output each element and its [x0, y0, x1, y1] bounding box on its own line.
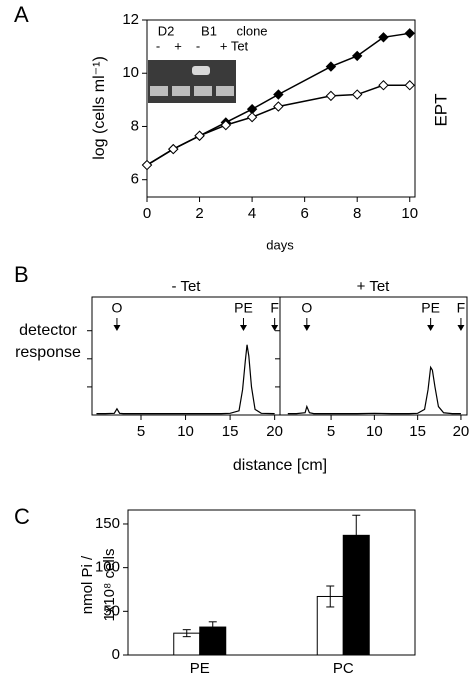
gel-lower-band — [216, 86, 234, 96]
y-tick-label: 150 — [95, 515, 120, 532]
x-tick-label: PC — [333, 660, 354, 677]
peak-arrowhead — [457, 325, 465, 331]
x-tick-label: 10 — [366, 423, 383, 440]
inset-label: + Tet — [220, 38, 249, 53]
diamond-marker — [325, 61, 337, 72]
gel-lower-band — [150, 86, 168, 96]
diamond-marker — [325, 90, 337, 102]
x-tick-label: 0 — [143, 205, 151, 222]
inset-label: - — [196, 38, 200, 53]
plot-frame — [146, 19, 416, 198]
x-tick-label: 15 — [409, 423, 426, 440]
diamond-marker — [246, 111, 258, 123]
gel-image — [148, 60, 236, 103]
y-tick-label: 100 — [95, 559, 120, 576]
inset-label: D2 — [158, 23, 175, 38]
diamond-marker — [273, 89, 284, 100]
panel-title: - Tet — [172, 278, 202, 295]
x-tick-label: 6 — [300, 205, 308, 222]
x-tick-label: 20 — [266, 423, 283, 440]
series-line — [96, 344, 275, 415]
y-axis-label: response — [15, 344, 81, 361]
peak-label: PE — [234, 300, 253, 316]
panel-label: C — [14, 504, 30, 529]
panel-label: A — [14, 2, 29, 27]
peak-label: O — [112, 300, 123, 316]
plot-frame — [127, 509, 416, 656]
diamond-marker — [404, 28, 415, 39]
x-tick-label: 20 — [453, 423, 470, 440]
x-tick-label: 10 — [401, 205, 418, 222]
inset-label: - — [156, 38, 160, 53]
diamond-marker — [351, 89, 363, 100]
x-tick-label: 5 — [137, 423, 145, 440]
x-tick-label: 5 — [327, 423, 335, 440]
diamond-marker — [351, 50, 363, 62]
y-tick-label: 8 — [131, 117, 139, 134]
gel-lower-band — [172, 86, 190, 96]
peak-arrowhead — [239, 325, 247, 331]
x-tick-label: 8 — [353, 205, 361, 222]
diamond-marker — [378, 32, 389, 43]
panel-label: B — [14, 262, 29, 287]
peak-arrowhead — [113, 325, 121, 331]
y-axis-label: nmol Pi / — [79, 555, 96, 614]
diamond-marker — [273, 101, 284, 112]
diamond-marker — [220, 119, 232, 131]
diamond-marker — [404, 80, 415, 91]
y-axis-label: log (cells ml⁻¹) — [91, 56, 108, 160]
peak-arrowhead — [427, 325, 435, 331]
peak-label: F — [270, 300, 279, 316]
series-line — [146, 84, 410, 166]
inset-label: clone — [236, 23, 267, 38]
diamond-marker — [194, 130, 205, 141]
inset-label: B1 — [201, 23, 217, 38]
y-axis-label: 1x10⁸ cells — [101, 548, 118, 621]
peak-arrowhead — [271, 325, 279, 331]
y-tick-label: 0 — [112, 646, 120, 663]
x-tick-label: 15 — [222, 423, 239, 440]
y-axis-label: detector — [19, 322, 77, 339]
y-tick-label: 12 — [122, 11, 139, 28]
diamond-marker — [378, 80, 389, 91]
y-tick-label: 50 — [103, 602, 120, 619]
x-tick-label: 4 — [248, 205, 256, 222]
x-tick-label: PE — [190, 660, 210, 677]
panel-title: + Tet — [357, 278, 390, 295]
x-tick-label: 2 — [195, 205, 203, 222]
side-label: EPT — [431, 93, 450, 126]
inset-label: + — [174, 38, 182, 53]
peak-label: O — [301, 300, 312, 316]
y-tick-label: 10 — [122, 64, 139, 81]
gel-band — [192, 66, 210, 75]
gel-lower-band — [194, 86, 212, 96]
peak-label: PE — [421, 300, 440, 316]
diamond-marker — [141, 159, 153, 171]
y-tick-label: 6 — [131, 171, 139, 188]
x-axis-label: distance [cm] — [233, 457, 327, 474]
plot-frame — [279, 296, 468, 416]
x-axis-label: days — [266, 237, 294, 252]
peak-label: F — [457, 300, 466, 316]
diamond-marker — [168, 143, 179, 155]
x-tick-label: 10 — [177, 423, 194, 440]
series-line — [287, 365, 461, 415]
peak-arrowhead — [303, 325, 311, 331]
